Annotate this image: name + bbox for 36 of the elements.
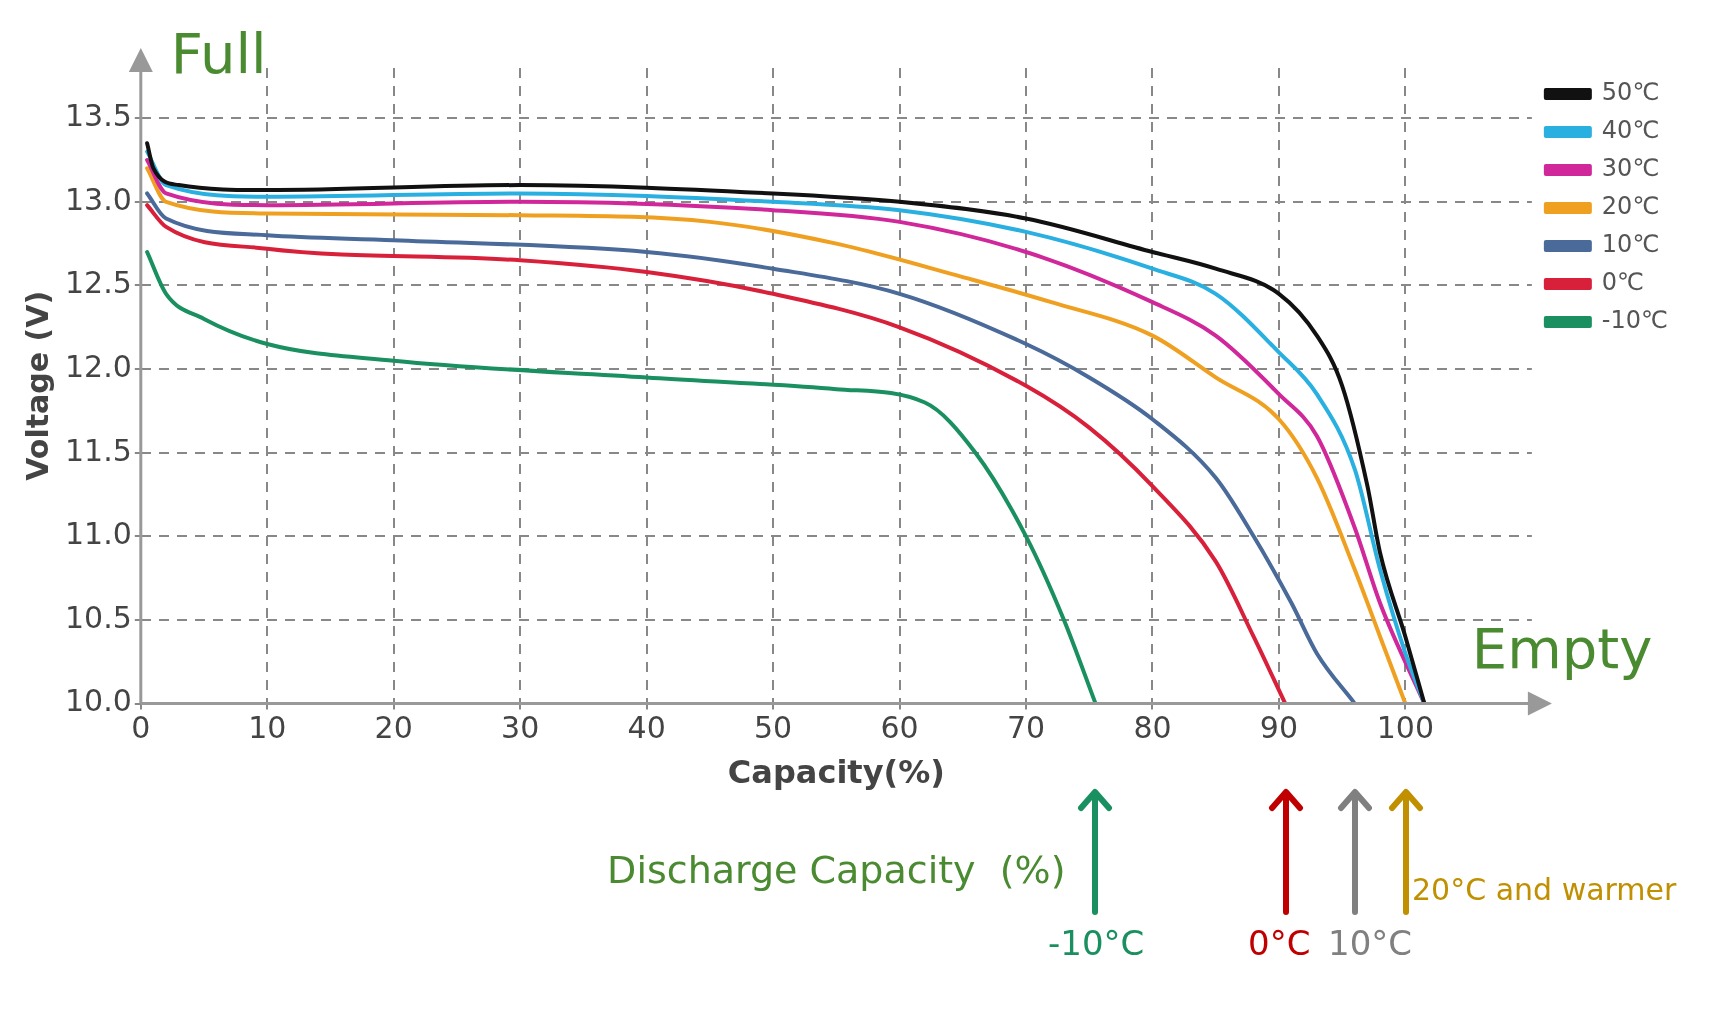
legend-label: -10℃ [1601,306,1668,335]
y-tick-label: 12.0 [65,348,132,384]
x-axis-title: Capacity(%) [727,753,945,792]
legend-label: 20℃ [1601,192,1660,221]
y-tick-label: 13.0 [65,181,132,217]
text: 10°C [1328,923,1413,963]
line-series [145,249,1098,704]
x-tick-label: 40 [627,710,666,746]
x-tick-label: 10 [248,710,287,746]
y-tick-label: 10.5 [65,599,132,635]
y-axis-title: Voltage (V) [19,290,55,481]
y-tick-label: 11.5 [65,432,132,468]
x-tick-label: 70 [1006,710,1046,746]
y-tick-label: 12.5 [65,265,132,301]
x-tick-label: 0 [131,710,151,746]
text: Discharge Capacity (%) [607,848,1066,893]
legend-label: 0℃ [1601,268,1645,297]
legend-label: 10℃ [1601,230,1660,259]
y-tick-label: 10.0 [65,683,132,719]
text: 20°C and warmer [1412,872,1677,907]
y-tick-label: 11.0 [65,516,132,552]
annotation: Empty [1471,616,1653,682]
x-tick-label: 80 [1133,710,1172,746]
y-tick-label: 13.5 [65,97,132,133]
legend-label: 40℃ [1601,116,1660,145]
annotation: Full [170,20,267,86]
legend-label: 30℃ [1601,154,1660,183]
x-tick-label: 50 [754,710,793,746]
x-tick-label: 100 [1376,710,1435,746]
text: 0°C [1248,923,1311,963]
x-tick-label: 30 [501,710,540,746]
text: -10°C [1048,923,1145,963]
x-tick-label: 60 [880,710,919,746]
x-tick-label: 90 [1259,710,1299,746]
legend-label: 50℃ [1601,78,1660,107]
x-tick-label: 20 [374,710,413,746]
